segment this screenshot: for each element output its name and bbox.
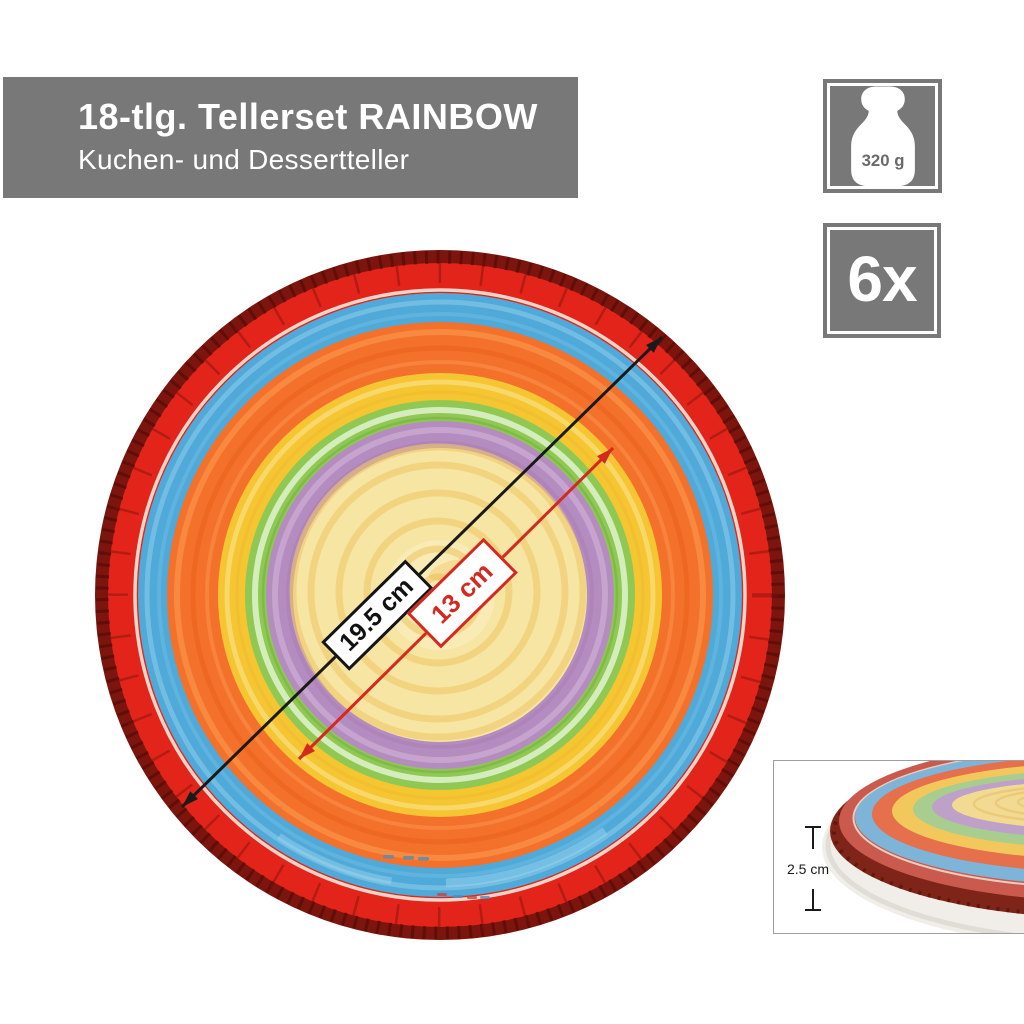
sv-center-spiral xyxy=(972,787,1024,821)
height-dimension xyxy=(805,826,821,911)
weight-icon: 320 g xyxy=(850,86,915,187)
quantity-badge: 6x xyxy=(823,223,941,338)
weight-badge: 320 g xyxy=(823,79,942,193)
quantity-value: 6x xyxy=(847,242,917,315)
product-title: 18-tlg. Tellerset RAINBOW xyxy=(78,96,538,137)
side-view-panel: 2.5 cm xyxy=(773,760,1024,934)
rim-tick-marks xyxy=(95,250,785,940)
height-label: 2.5 cm xyxy=(787,861,829,877)
glaze-dashes xyxy=(383,855,490,899)
sv-center xyxy=(952,784,1024,826)
product-subtitle: Kuchen- und Dessertteller xyxy=(78,143,410,175)
product-banner: 18-tlg. Tellerset RAINBOW Kuchen- und De… xyxy=(3,77,578,198)
weight-value: 320 g xyxy=(861,151,904,170)
plate-side-view: 2.5 cm xyxy=(787,761,1024,933)
rim-long-ticks xyxy=(102,257,778,933)
